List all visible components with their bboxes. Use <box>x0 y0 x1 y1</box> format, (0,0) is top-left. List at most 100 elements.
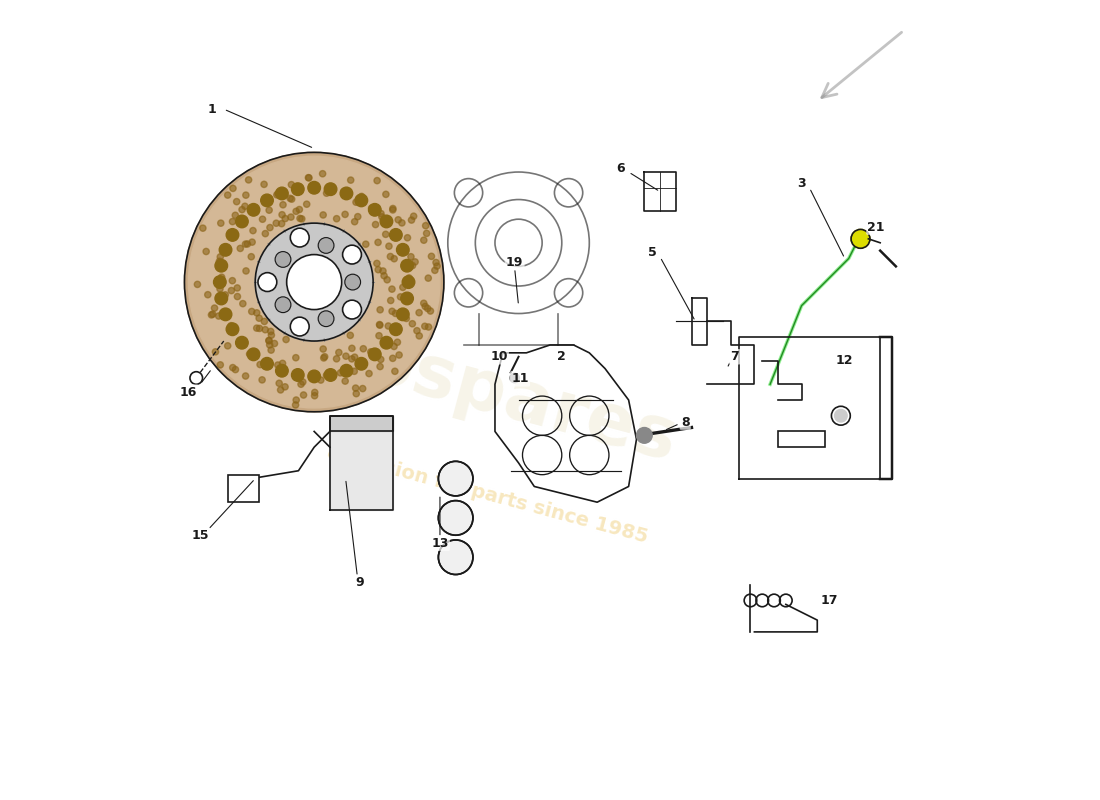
Circle shape <box>296 206 303 213</box>
Circle shape <box>406 274 412 281</box>
Circle shape <box>232 212 239 218</box>
Circle shape <box>399 284 406 290</box>
Circle shape <box>420 300 427 306</box>
Circle shape <box>343 353 349 359</box>
Polygon shape <box>692 298 707 345</box>
Circle shape <box>348 177 354 183</box>
Circle shape <box>433 259 439 266</box>
Circle shape <box>389 323 403 335</box>
Circle shape <box>389 206 396 212</box>
Circle shape <box>425 275 431 282</box>
Circle shape <box>279 202 286 208</box>
Circle shape <box>266 207 273 214</box>
Circle shape <box>385 323 392 329</box>
Text: eurospares: eurospares <box>227 292 685 477</box>
Circle shape <box>428 253 435 259</box>
Circle shape <box>342 245 362 264</box>
Text: 21: 21 <box>868 221 886 234</box>
Circle shape <box>333 215 340 222</box>
Circle shape <box>262 326 268 333</box>
Circle shape <box>214 292 228 305</box>
Circle shape <box>268 347 274 354</box>
Circle shape <box>389 308 395 314</box>
Circle shape <box>411 258 418 265</box>
Circle shape <box>835 410 847 422</box>
Text: a passion for parts since 1985: a passion for parts since 1985 <box>324 442 650 546</box>
Circle shape <box>383 231 389 238</box>
Circle shape <box>200 225 206 231</box>
Circle shape <box>323 190 330 196</box>
Circle shape <box>381 273 387 279</box>
Circle shape <box>386 243 392 250</box>
Circle shape <box>311 390 318 395</box>
Circle shape <box>392 368 398 374</box>
Circle shape <box>212 349 219 355</box>
Circle shape <box>234 285 241 291</box>
Circle shape <box>218 220 224 226</box>
Circle shape <box>249 239 255 246</box>
FancyArrowPatch shape <box>822 32 902 98</box>
Text: 16: 16 <box>179 386 197 398</box>
Circle shape <box>360 386 366 392</box>
Circle shape <box>349 356 355 362</box>
Circle shape <box>256 315 262 322</box>
Circle shape <box>400 292 414 305</box>
Circle shape <box>298 381 305 387</box>
Circle shape <box>268 332 275 338</box>
Circle shape <box>320 212 327 218</box>
Circle shape <box>274 192 280 198</box>
Circle shape <box>421 323 428 330</box>
Circle shape <box>261 318 267 325</box>
Circle shape <box>396 352 403 358</box>
Circle shape <box>188 156 440 408</box>
Circle shape <box>416 333 422 339</box>
Circle shape <box>293 208 299 214</box>
Text: 15: 15 <box>191 529 209 542</box>
Circle shape <box>293 354 299 361</box>
Circle shape <box>372 206 378 212</box>
Circle shape <box>243 268 250 274</box>
Circle shape <box>248 348 260 361</box>
Circle shape <box>261 194 273 206</box>
Circle shape <box>363 241 368 247</box>
Circle shape <box>319 170 326 177</box>
Text: 19: 19 <box>506 256 524 269</box>
Circle shape <box>282 215 288 222</box>
Circle shape <box>262 230 268 237</box>
Circle shape <box>287 254 342 310</box>
Circle shape <box>378 214 385 220</box>
Circle shape <box>376 333 382 339</box>
Circle shape <box>248 203 260 216</box>
Circle shape <box>367 349 374 355</box>
Circle shape <box>228 322 234 329</box>
Circle shape <box>341 189 346 194</box>
Circle shape <box>354 214 361 220</box>
Circle shape <box>306 174 311 181</box>
Circle shape <box>266 338 272 344</box>
Circle shape <box>409 262 416 269</box>
Circle shape <box>433 263 440 270</box>
Circle shape <box>422 222 429 229</box>
Circle shape <box>381 337 393 349</box>
Circle shape <box>342 378 349 384</box>
Circle shape <box>389 229 403 242</box>
Circle shape <box>420 237 427 243</box>
Circle shape <box>275 190 282 197</box>
Circle shape <box>257 362 263 368</box>
Bar <box>778 431 825 447</box>
Circle shape <box>324 183 337 195</box>
Circle shape <box>238 246 243 251</box>
Circle shape <box>353 199 360 206</box>
Circle shape <box>424 230 430 237</box>
Text: 6: 6 <box>616 162 625 174</box>
Polygon shape <box>645 172 675 211</box>
Circle shape <box>204 248 209 254</box>
Circle shape <box>396 243 409 256</box>
Circle shape <box>422 303 428 310</box>
Circle shape <box>235 215 249 228</box>
Circle shape <box>318 238 334 254</box>
Circle shape <box>416 310 422 316</box>
Circle shape <box>292 369 304 382</box>
Circle shape <box>400 259 414 272</box>
Circle shape <box>219 274 224 280</box>
